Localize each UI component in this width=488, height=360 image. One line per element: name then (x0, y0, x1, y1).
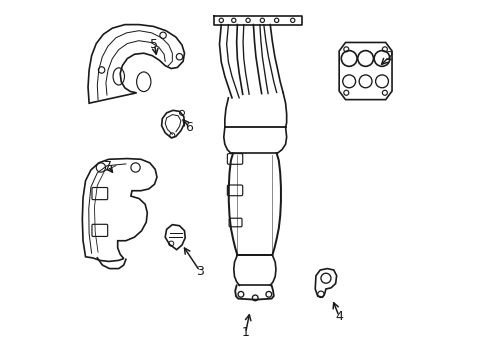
Text: 5: 5 (150, 38, 158, 51)
FancyBboxPatch shape (92, 224, 107, 237)
FancyBboxPatch shape (229, 218, 242, 227)
Text: 7: 7 (104, 160, 112, 173)
FancyBboxPatch shape (227, 154, 242, 164)
Text: 4: 4 (335, 310, 343, 323)
Text: 2: 2 (385, 50, 392, 63)
Text: 3: 3 (196, 265, 203, 278)
FancyBboxPatch shape (227, 185, 242, 196)
FancyBboxPatch shape (92, 188, 107, 200)
Text: 6: 6 (185, 121, 193, 134)
Text: 1: 1 (241, 327, 249, 339)
